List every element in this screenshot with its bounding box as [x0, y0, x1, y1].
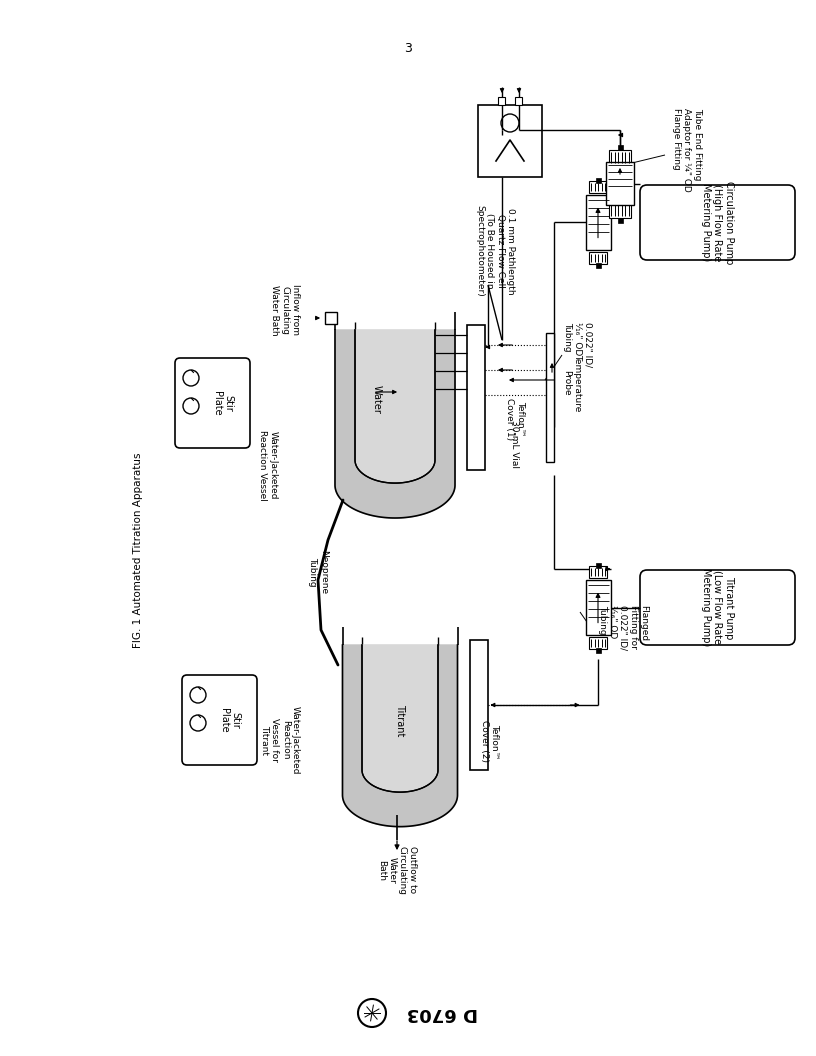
Bar [589, 637, 607, 649]
FancyBboxPatch shape [640, 185, 795, 260]
Bar [467, 325, 485, 470]
Text: Temperature
Probe: Temperature Probe [562, 355, 582, 412]
Text: Tube End Fitting
Adaptor for ¼" OD
Flange Fitting: Tube End Fitting Adaptor for ¼" OD Flang… [672, 108, 702, 192]
Bar [589, 181, 607, 193]
Text: Outflow to
Circulating
Water
Bath: Outflow to Circulating Water Bath [377, 846, 417, 894]
Bar [606, 162, 634, 205]
Text: Flanged
Fitting for
0.022" ID/
¹⁄₁₆" OD
Tubing: Flanged Fitting for 0.022" ID/ ¹⁄₁₆" OD … [598, 605, 649, 650]
Text: FIG. 1 Automated Titration Apparatus: FIG. 1 Automated Titration Apparatus [133, 452, 143, 647]
Text: 0.022" ID/
¹⁄₁₆" OD
Tubing: 0.022" ID/ ¹⁄₁₆" OD Tubing [563, 322, 592, 367]
Bar [586, 195, 610, 250]
Bar [498, 97, 505, 105]
Text: Stir
Plate: Stir Plate [211, 391, 233, 415]
Bar [596, 177, 601, 183]
FancyBboxPatch shape [175, 358, 250, 448]
Bar [618, 145, 623, 150]
Bar [589, 252, 607, 264]
Text: 3: 3 [404, 41, 412, 55]
Bar [546, 333, 554, 463]
Bar [515, 97, 522, 105]
FancyBboxPatch shape [182, 675, 257, 765]
Bar [478, 105, 542, 177]
Polygon shape [362, 645, 438, 792]
Bar [325, 312, 337, 324]
Polygon shape [335, 329, 455, 518]
Bar [589, 566, 607, 578]
Text: Titrant: Titrant [395, 703, 405, 736]
Bar [469, 640, 487, 770]
Text: 30-mL Vial: 30-mL Vial [511, 420, 520, 468]
Text: Teflon™
Cover (1): Teflon™ Cover (1) [505, 398, 525, 440]
Polygon shape [343, 645, 458, 827]
FancyBboxPatch shape [640, 570, 795, 645]
Text: Circulation Pump
(High Flow Rate
Metering Pump): Circulation Pump (High Flow Rate Meterin… [701, 181, 734, 264]
Text: Neoprene
Tubing: Neoprene Tubing [308, 550, 328, 595]
Bar [596, 647, 601, 653]
Text: D 6703: D 6703 [407, 1004, 478, 1022]
Text: 0.1 mm Pathlength
Quartz Flow Cell
(To Be Housed in
Spectrophotometer): 0.1 mm Pathlength Quartz Flow Cell (To B… [475, 205, 515, 297]
Bar [618, 218, 623, 223]
Bar [596, 263, 601, 267]
Text: Water: Water [372, 385, 382, 414]
Text: Stir
Plate: Stir Plate [219, 708, 240, 732]
Text: Inflow from
Circulating
Water Bath: Inflow from Circulating Water Bath [270, 284, 300, 336]
Text: Teflon™
Cover (2): Teflon™ Cover (2) [480, 720, 499, 762]
Text: Water-Jacketed
Reaction Vessel: Water-Jacketed Reaction Vessel [259, 430, 277, 501]
Text: Water-Jacketed
Reaction
Vessel for
Titrant: Water-Jacketed Reaction Vessel for Titra… [260, 705, 300, 774]
Bar [586, 580, 610, 635]
Bar [609, 203, 631, 218]
Polygon shape [362, 645, 438, 792]
Polygon shape [355, 329, 435, 483]
Bar [596, 563, 601, 567]
Text: Titrant Pump
(Low Flow Rate
Metering Pump): Titrant Pump (Low Flow Rate Metering Pum… [701, 568, 734, 646]
Bar [609, 150, 631, 165]
Polygon shape [355, 329, 435, 483]
